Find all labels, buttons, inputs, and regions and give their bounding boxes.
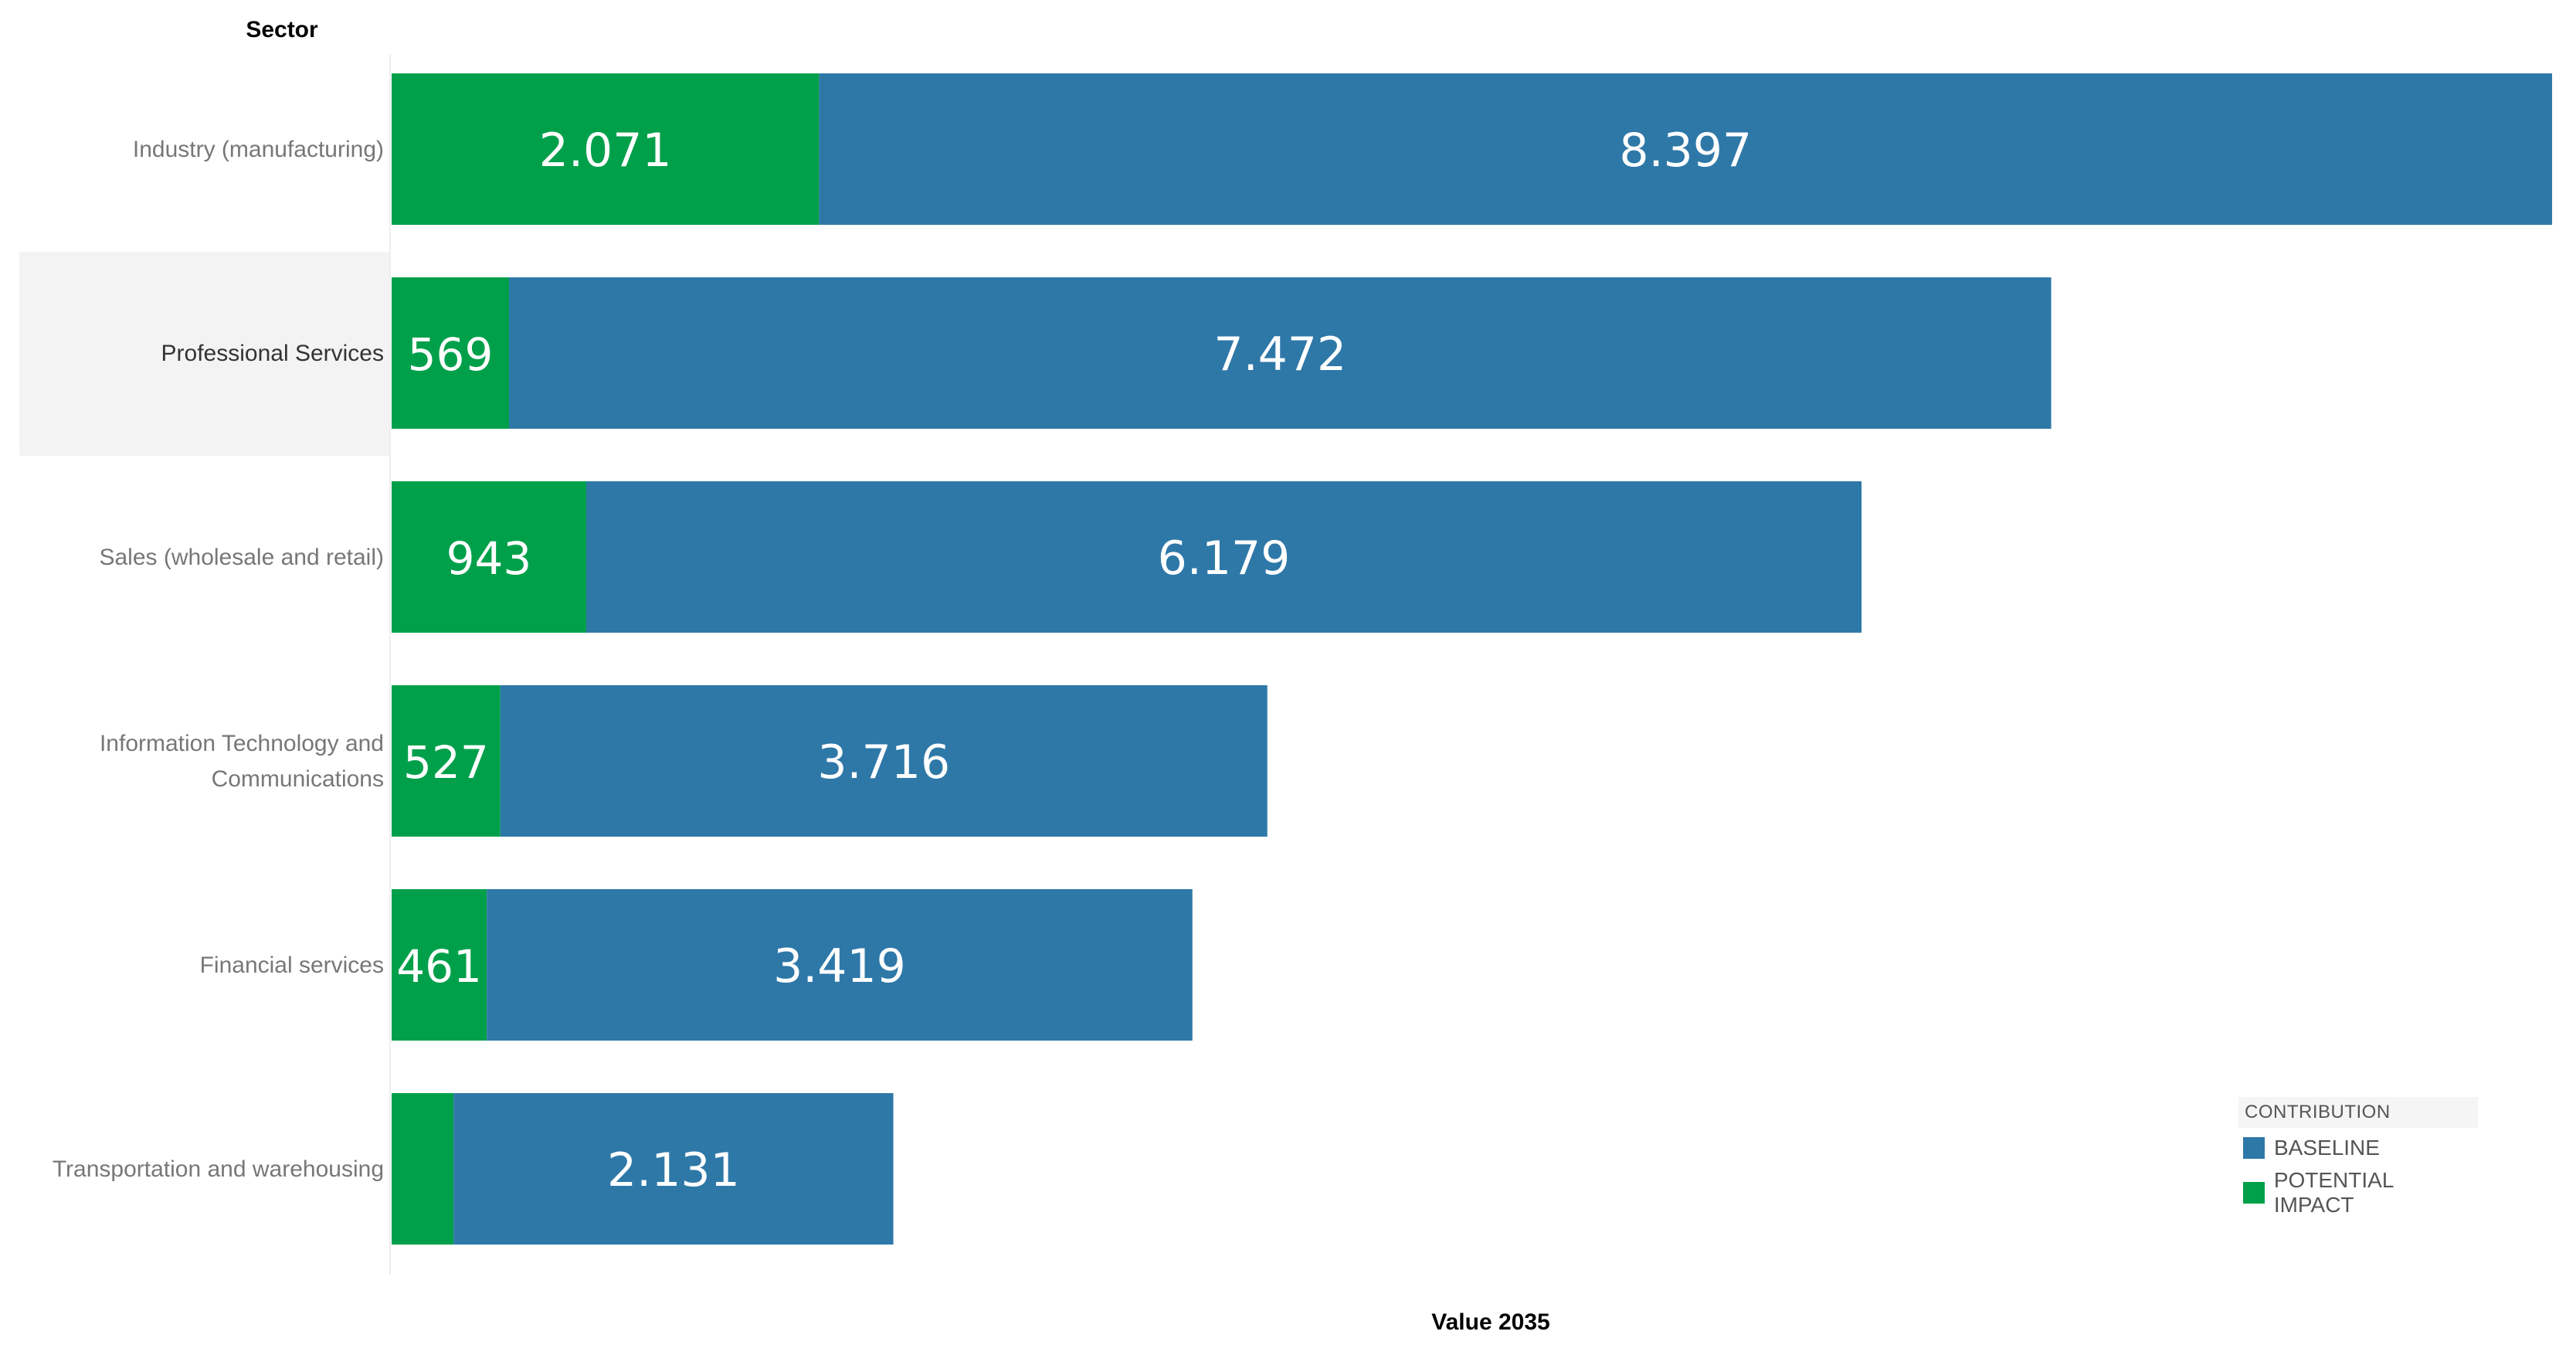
legend-swatch-potential-impact [2243,1182,2265,1204]
data-label-potential-impact-information-technology-and-communications: 527 [403,736,489,789]
data-label-potential-impact-industry-manufacturing: 2.071 [539,124,672,178]
bar-baseline-transportation-and-warehousing[interactable] [453,1093,894,1245]
category-label-professional-services: Professional Services [161,341,384,366]
bar-potential-impact-financial-services[interactable] [392,889,487,1041]
legend-title: CONTRIBUTION [2238,1097,2478,1128]
row-highlight [19,252,390,456]
legend-item-baseline[interactable]: BASELINE [2238,1136,2478,1160]
category-label-information-technology-and-communications: Information Technology and Communications [100,731,384,792]
data-label-potential-impact-sales-wholesale-and-retail: 943 [446,532,532,585]
data-label-potential-impact-financial-services: 461 [396,940,482,993]
data-label-baseline-industry-manufacturing: 8.397 [1619,124,1752,178]
bar-potential-impact-transportation-and-warehousing[interactable] [392,1093,454,1245]
bar-potential-impact-sales-wholesale-and-retail[interactable] [392,481,586,633]
bar-potential-impact-information-technology-and-communications[interactable] [392,685,501,837]
legend: CONTRIBUTION BASELINE POTENTIAL IMPACT [2238,1097,2478,1217]
legend-label-potential-impact: POTENTIAL IMPACT [2273,1168,2394,1217]
data-label-baseline-professional-services: 7.472 [1213,328,1346,382]
bar-potential-impact-industry-manufacturing[interactable] [392,73,820,225]
data-label-baseline-transportation-and-warehousing: 2.131 [607,1143,740,1197]
bar-potential-impact-professional-services[interactable] [392,277,510,429]
bar-baseline-sales-wholesale-and-retail[interactable] [585,481,1862,633]
bar-baseline-professional-services[interactable] [509,277,2052,429]
data-label-baseline-financial-services: 3.419 [773,939,906,993]
category-label-sales-wholesale-and-retail: Sales (wholesale and retail) [99,545,384,570]
legend-swatch-baseline [2243,1137,2265,1159]
bar-baseline-financial-services[interactable] [487,889,1193,1041]
sector-header: Sector [246,17,318,42]
legend-label-baseline: BASELINE [2274,1136,2380,1160]
legend-item-potential-impact[interactable]: POTENTIAL IMPACT [2238,1168,2478,1217]
category-label-transportation-and-warehousing: Transportation and warehousing [53,1156,384,1182]
data-label-baseline-information-technology-and-communications: 3.716 [817,735,950,790]
bar-baseline-industry-manufacturing[interactable] [819,73,2553,225]
data-label-baseline-sales-wholesale-and-retail: 6.179 [1158,531,1291,586]
x-axis-title: Value 2035 [1431,1309,1550,1335]
category-label-financial-services: Financial services [200,953,384,978]
category-label-industry-manufacturing: Industry (manufacturing) [133,137,384,162]
data-label-potential-impact-professional-services: 569 [408,328,494,381]
bar-baseline-information-technology-and-communications[interactable] [500,685,1268,837]
